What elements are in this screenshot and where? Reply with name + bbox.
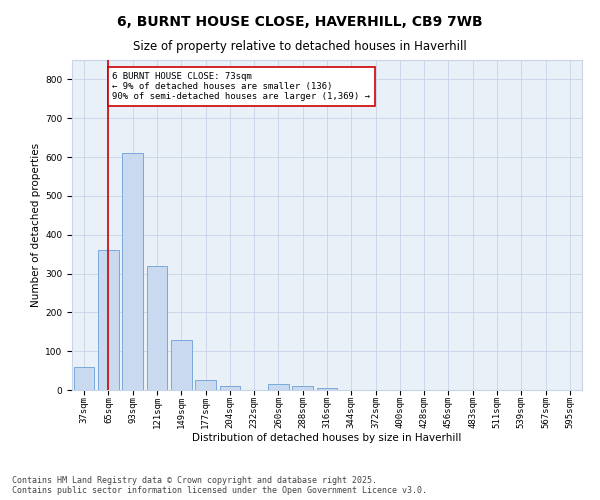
Bar [317, 388, 337, 390]
Bar [146, 266, 167, 390]
Text: Contains HM Land Registry data © Crown copyright and database right 2025.
Contai: Contains HM Land Registry data © Crown c… [12, 476, 427, 495]
Y-axis label: Number of detached properties: Number of detached properties [31, 143, 41, 307]
Bar [292, 386, 313, 390]
Text: 6 BURNT HOUSE CLOSE: 73sqm
← 9% of detached houses are smaller (136)
90% of semi: 6 BURNT HOUSE CLOSE: 73sqm ← 9% of detac… [112, 72, 370, 102]
X-axis label: Distribution of detached houses by size in Haverhill: Distribution of detached houses by size … [193, 432, 461, 442]
Bar [74, 366, 94, 390]
Bar [195, 380, 216, 390]
Bar [171, 340, 191, 390]
Text: 6, BURNT HOUSE CLOSE, HAVERHILL, CB9 7WB: 6, BURNT HOUSE CLOSE, HAVERHILL, CB9 7WB [117, 15, 483, 29]
Bar [220, 386, 240, 390]
Bar [268, 384, 289, 390]
Bar [122, 153, 143, 390]
Text: Size of property relative to detached houses in Haverhill: Size of property relative to detached ho… [133, 40, 467, 53]
Bar [98, 250, 119, 390]
